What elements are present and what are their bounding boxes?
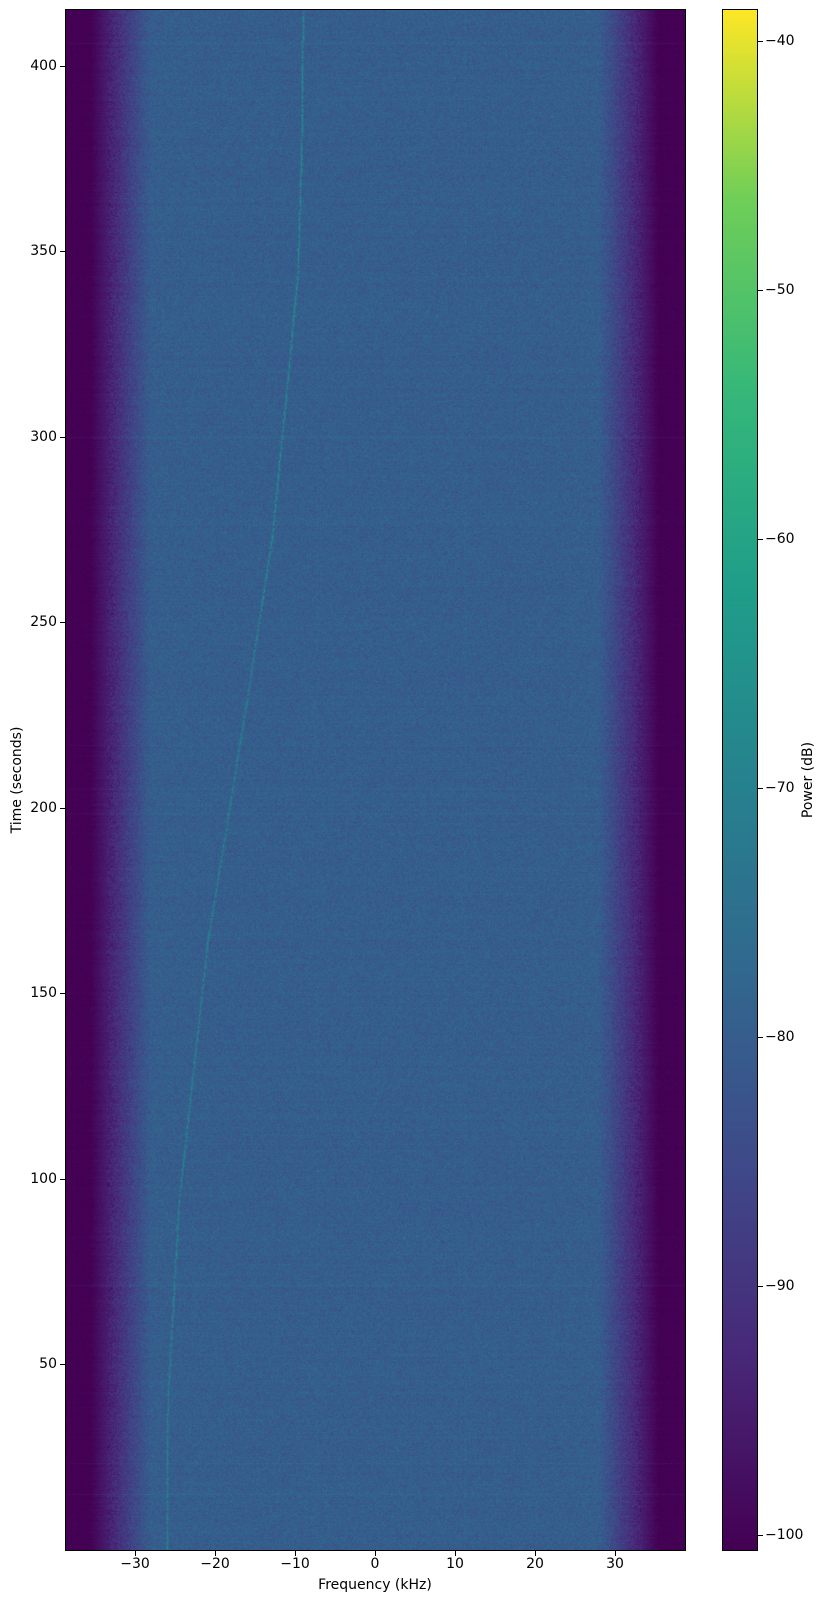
x-tick-mark <box>535 1551 536 1556</box>
spectrogram-canvas <box>66 10 685 1550</box>
y-tick-label: 250 <box>30 614 57 630</box>
colorbar-tick-mark <box>758 1286 763 1287</box>
x-tick-mark <box>215 1551 216 1556</box>
y-tick-mark <box>60 251 65 252</box>
x-tick-mark <box>455 1551 456 1556</box>
colorbar-tick-label: −50 <box>765 282 795 298</box>
colorbar-tick-label: −60 <box>765 531 795 547</box>
x-axis-label: Frequency (kHz) <box>318 1577 432 1593</box>
colorbar-tick-mark <box>758 788 763 789</box>
colorbar-tick-label: −80 <box>765 1029 795 1045</box>
colorbar-tick-mark <box>758 1037 763 1038</box>
y-tick-label: 200 <box>30 800 57 816</box>
colorbar-tick-mark <box>758 41 763 42</box>
x-tick-mark <box>135 1551 136 1556</box>
y-tick-label: 300 <box>30 429 57 445</box>
colorbar-tick-label: −40 <box>765 33 795 49</box>
y-tick-mark <box>60 437 65 438</box>
x-tick-label: −20 <box>200 1556 230 1572</box>
x-tick-label: 30 <box>606 1556 624 1572</box>
colorbar-canvas <box>723 10 757 1550</box>
y-tick-mark <box>60 66 65 67</box>
y-tick-mark <box>60 993 65 994</box>
colorbar-tick-mark <box>758 1535 763 1536</box>
colorbar-label: Power (dB) <box>800 741 816 819</box>
y-tick-label: 100 <box>30 1171 57 1187</box>
x-tick-label: 10 <box>446 1556 464 1572</box>
x-tick-label: 0 <box>370 1556 380 1572</box>
y-tick-label: 400 <box>30 58 57 74</box>
y-tick-mark <box>60 1364 65 1365</box>
y-tick-mark <box>60 622 65 623</box>
colorbar-tick-mark <box>758 539 763 540</box>
colorbar-tick-label: −90 <box>765 1278 795 1294</box>
y-tick-label: 50 <box>39 1356 57 1372</box>
x-tick-mark <box>295 1551 296 1556</box>
y-tick-mark <box>60 1179 65 1180</box>
y-tick-label: 350 <box>30 243 57 259</box>
y-tick-label: 150 <box>30 985 57 1001</box>
x-tick-label: −30 <box>120 1556 150 1572</box>
x-tick-mark <box>615 1551 616 1556</box>
y-axis-label: Time (seconds) <box>9 726 25 834</box>
plot-area <box>65 9 686 1551</box>
x-tick-label: 20 <box>526 1556 544 1572</box>
colorbar <box>722 9 758 1551</box>
colorbar-tick-label: −100 <box>765 1527 804 1543</box>
colorbar-tick-mark <box>758 290 763 291</box>
y-tick-mark <box>60 808 65 809</box>
colorbar-tick-label: −70 <box>765 780 795 796</box>
x-tick-mark <box>375 1551 376 1556</box>
x-tick-label: −10 <box>280 1556 310 1572</box>
